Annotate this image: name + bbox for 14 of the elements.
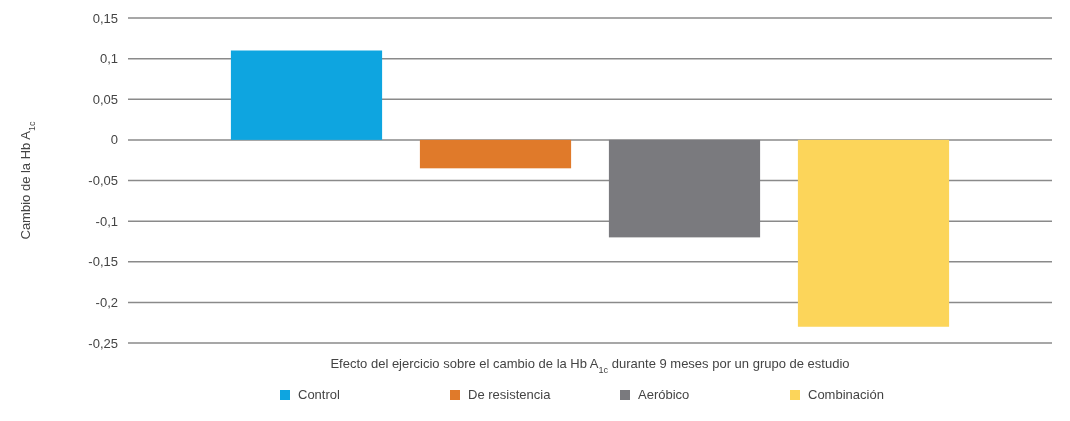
y-tick-label: -0,25 [88,335,118,351]
legend-label: De resistencia [468,387,552,402]
legend-label: Combinación [808,387,884,402]
y-tick-label: -0,2 [95,294,118,310]
y-tick-label: 0,1 [99,51,118,67]
y-tick-label: 0 [110,132,118,148]
y-tick-label: -0,15 [88,254,118,270]
y-tick-label: -0,1 [95,213,118,229]
y-tick-label: -0,05 [88,173,118,189]
y-tick-label: 0,05 [92,91,118,107]
legend-label: Control [298,387,341,402]
x-axis-title: Efecto del ejercicio sobre el cambio de la Hb A$_{1c}$ durante 9 meses por un grupo de estudio [330,356,850,375]
legend-label: Aeróbico [638,387,690,402]
y-tick-label: 0,15 [92,10,118,26]
